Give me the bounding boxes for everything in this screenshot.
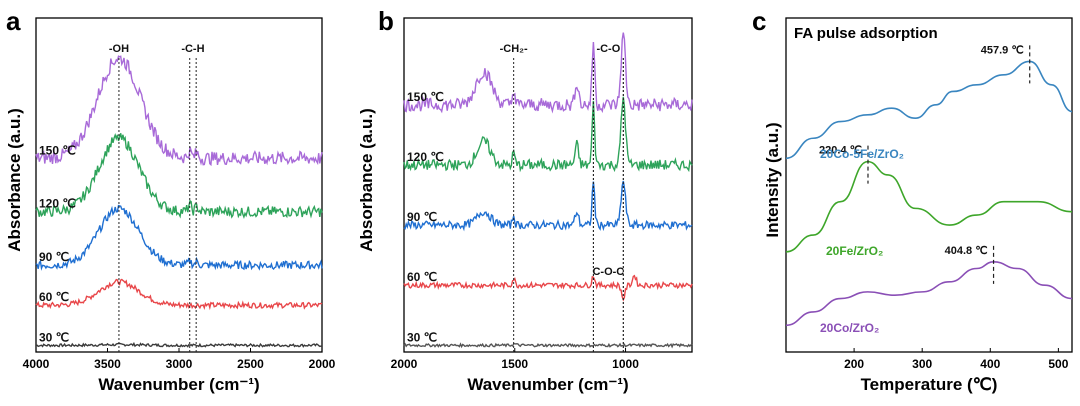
series-label: 30 ℃ bbox=[407, 330, 437, 344]
chart-title: FA pulse adsorption bbox=[794, 25, 938, 42]
panel-letter: c bbox=[752, 6, 766, 36]
series-label: 150 ℃ bbox=[39, 143, 76, 157]
x-axis-label: Temperature (℃) bbox=[861, 375, 998, 394]
series-label: 150 ℃ bbox=[407, 90, 444, 104]
x-tick-label: 200 bbox=[844, 357, 864, 371]
y-axis-label: Absorbance (a.u.) bbox=[357, 108, 376, 252]
x-tick-label: 300 bbox=[912, 357, 932, 371]
peak-label: 404.8 ℃ bbox=[945, 245, 988, 257]
series-label: 60 ℃ bbox=[39, 290, 69, 304]
series-line-4 bbox=[403, 32, 693, 114]
series-line-1 bbox=[403, 274, 693, 302]
series-label: 90 ℃ bbox=[407, 210, 437, 224]
x-axis-label: Wavenumber (cm⁻¹) bbox=[98, 375, 259, 394]
series-line-1 bbox=[35, 278, 323, 311]
annotation-label: -CH₂- bbox=[500, 43, 528, 55]
y-axis-label: Absorbance (a.u.) bbox=[5, 108, 24, 252]
panel-letter: a bbox=[6, 6, 21, 36]
x-tick-label: 4000 bbox=[23, 357, 50, 371]
x-tick-label: 3500 bbox=[94, 357, 121, 371]
series-label: 20Co-5Fe/ZrO₂ bbox=[820, 147, 904, 161]
series-label: 60 ℃ bbox=[407, 270, 437, 284]
panel-c: c 200 300 400 500 Temperature (℃) Intensity (a… bbox=[752, 6, 1073, 394]
series-label: 20Fe/ZrO₂ bbox=[826, 244, 883, 258]
panel-letter: b bbox=[378, 6, 394, 36]
x-tick-label: 1500 bbox=[501, 357, 528, 371]
series-label: 120 ℃ bbox=[407, 150, 444, 164]
panel-b: b 2000 1500 1000 Wavenumber (cm⁻¹) Absorbance… bbox=[357, 6, 693, 394]
peak-label: 220.4 ℃ bbox=[819, 145, 862, 157]
x-axis-label: Wavenumber (cm⁻¹) bbox=[467, 375, 628, 394]
annotation-label: C-O-C bbox=[592, 266, 624, 278]
annotation-label: -OH bbox=[109, 43, 129, 55]
series-line-0 bbox=[403, 342, 693, 349]
series-label: 120 ℃ bbox=[39, 197, 76, 211]
series-line-2 bbox=[403, 180, 693, 232]
x-tick-label: 400 bbox=[980, 357, 1000, 371]
series-label: 20Co/ZrO₂ bbox=[820, 321, 879, 335]
annotation-label: -C-O bbox=[596, 43, 620, 55]
x-tick-label: 3000 bbox=[166, 357, 193, 371]
series-label: 30 ℃ bbox=[39, 330, 69, 344]
x-tick-label: 2000 bbox=[391, 357, 418, 371]
series-line-3 bbox=[35, 132, 323, 220]
x-tick-label: 1000 bbox=[612, 357, 639, 371]
x-tick-label: 2000 bbox=[309, 357, 336, 371]
plot-frame bbox=[785, 17, 1073, 353]
series-line-0 bbox=[785, 261, 1073, 327]
series-line-2 bbox=[35, 204, 323, 271]
y-axis-label: Intensity (a.u.) bbox=[763, 122, 782, 237]
series-line-4 bbox=[35, 55, 323, 167]
series-label: 90 ℃ bbox=[39, 250, 69, 264]
panel-a: a 4000 3500 3000 2500 2000 Wavenumber (cm⁻¹) Ab… bbox=[5, 6, 336, 394]
series-line-1 bbox=[785, 160, 1073, 253]
series-line-0 bbox=[35, 341, 323, 348]
series-line-3 bbox=[403, 96, 693, 173]
x-tick-label: 500 bbox=[1048, 357, 1068, 371]
annotation-label: -C-H bbox=[181, 43, 204, 55]
plot-frame bbox=[403, 17, 693, 353]
peak-label: 457.9 ℃ bbox=[981, 44, 1024, 56]
x-tick-label: 2500 bbox=[237, 357, 264, 371]
